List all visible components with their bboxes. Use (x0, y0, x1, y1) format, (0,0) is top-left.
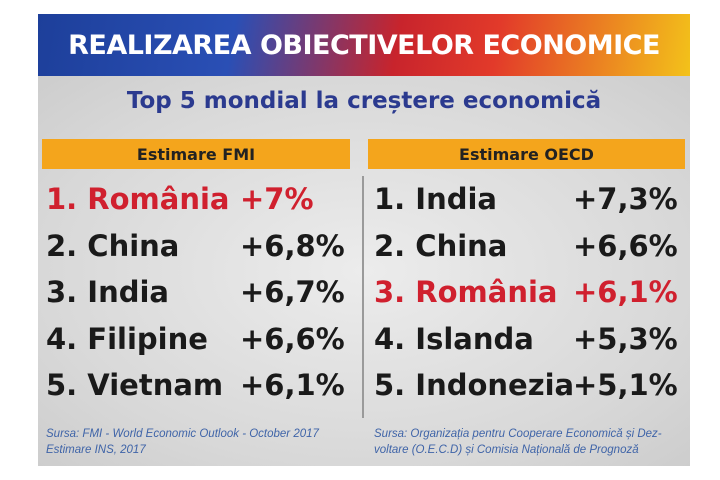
divider (362, 176, 364, 418)
subtitle: Top 5 mondial la creștere economică (126, 88, 602, 114)
growth-value: +7% (240, 182, 314, 216)
country-name: 3. India (46, 275, 169, 309)
panel: Top 5 mondial la creștere economică Esti… (38, 76, 690, 466)
country-name: 5. Vietnam (46, 368, 224, 402)
source-note: Sursa: Organizația pentru Cooperare Econ… (374, 428, 662, 440)
source-note: Estimare INS, 2017 (46, 444, 146, 456)
growth-value: +6,7% (240, 275, 345, 309)
country-name: 4. Filipine (46, 321, 208, 356)
column-header: Estimare FMI (42, 139, 350, 169)
growth-value: +5,1% (573, 368, 678, 402)
source-note: Sursa: FMI - World Economic Outlook - Oc… (46, 428, 319, 440)
growth-value: +6,8% (240, 228, 345, 263)
country-name: 4. Islanda (374, 321, 534, 356)
growth-value: +7,3% (573, 182, 678, 216)
growth-value: +5,3% (573, 321, 678, 356)
growth-value: +6,6% (240, 321, 345, 356)
banner: REALIZAREA OBIECTIVELOR ECONOMICE (38, 14, 690, 76)
title: REALIZAREA OBIECTIVELOR ECONOMICE (68, 29, 660, 61)
column-header: Estimare OECD (368, 139, 685, 169)
growth-value: +6,6% (573, 228, 678, 263)
growth-value: +6,1% (573, 275, 678, 309)
growth-value: +6,1% (240, 368, 345, 402)
country-name: 2. China (46, 228, 180, 263)
country-name: 1. India (374, 182, 497, 216)
country-name: 1. România (46, 182, 230, 216)
source-note: voltare (O.E.C.D) și Comisia Națională d… (374, 444, 639, 456)
country-name: 3. România (374, 275, 558, 309)
country-name: 2. China (374, 228, 508, 263)
country-name: 5. Indonezia (374, 368, 575, 402)
